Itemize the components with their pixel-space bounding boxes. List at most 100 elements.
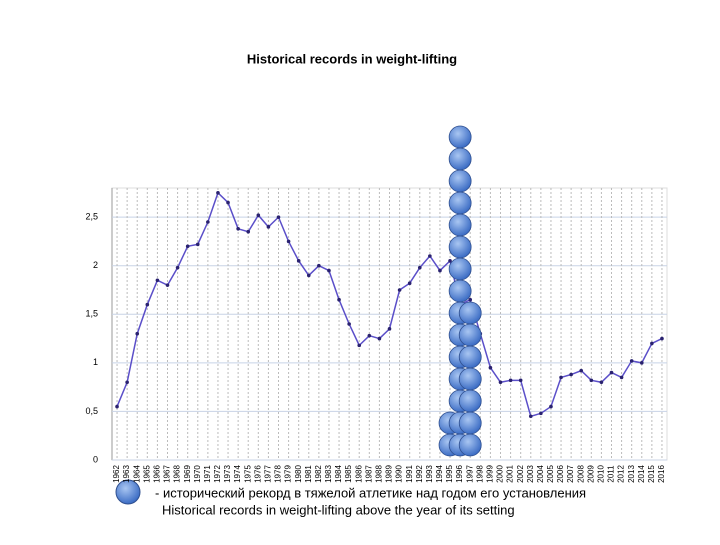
x-tick-label: 1981 bbox=[304, 465, 313, 483]
x-tick-label: 2012 bbox=[617, 465, 626, 483]
x-tick-label: 1976 bbox=[253, 465, 262, 483]
data-point bbox=[377, 336, 382, 341]
x-tick-label: 1992 bbox=[415, 465, 424, 483]
x-tick-label: 2010 bbox=[597, 465, 606, 483]
data-point bbox=[397, 288, 402, 292]
x-tick-label: 2009 bbox=[586, 465, 595, 483]
record-marker bbox=[458, 411, 482, 435]
data-point bbox=[468, 297, 473, 302]
data-point bbox=[660, 336, 664, 341]
data-point bbox=[650, 341, 654, 346]
y-tick-label: 1 bbox=[93, 357, 98, 367]
data-point bbox=[569, 372, 573, 377]
data-point bbox=[337, 297, 341, 302]
x-tick-label: 2003 bbox=[526, 465, 535, 483]
x-tick-label: 2008 bbox=[576, 465, 585, 483]
data-point bbox=[135, 331, 140, 336]
data-point bbox=[549, 404, 553, 409]
x-tick-label: 1995 bbox=[445, 465, 454, 483]
data-point bbox=[579, 368, 584, 373]
y-tick-label: 2 bbox=[93, 260, 98, 270]
x-tick-label: 1970 bbox=[193, 465, 202, 483]
x-tick-label: 1967 bbox=[163, 465, 172, 483]
x-tick-label: 1998 bbox=[475, 465, 484, 483]
legend-marker bbox=[115, 479, 141, 505]
x-tick-label: 1996 bbox=[455, 465, 464, 483]
data-point bbox=[559, 375, 563, 380]
data-point bbox=[357, 343, 362, 348]
data-point bbox=[256, 213, 261, 217]
record-marker bbox=[448, 257, 472, 281]
x-tick-label: 1973 bbox=[223, 465, 232, 483]
record-marker bbox=[458, 323, 482, 347]
data-point bbox=[629, 359, 634, 363]
data-point bbox=[428, 254, 432, 258]
record-marker bbox=[458, 433, 482, 457]
x-tick-label: 1972 bbox=[213, 465, 222, 483]
legend-text: - исторический рекорд в тяжелой атлетике… bbox=[155, 485, 586, 500]
data-point bbox=[155, 278, 160, 283]
x-tick-label: 1984 bbox=[334, 465, 343, 483]
x-tick-label: 1989 bbox=[385, 465, 394, 483]
x-tick-label: 1979 bbox=[284, 465, 293, 483]
x-tick-label: 1983 bbox=[324, 465, 333, 483]
record-marker bbox=[448, 279, 472, 303]
data-point bbox=[387, 327, 392, 331]
x-tick-label: 1993 bbox=[425, 465, 434, 483]
record-marker bbox=[448, 147, 472, 171]
data-point bbox=[488, 365, 493, 370]
x-tick-label: 1966 bbox=[153, 465, 162, 483]
x-tick-label: 1971 bbox=[203, 465, 212, 483]
x-tick-label: 2013 bbox=[627, 465, 636, 483]
data-point bbox=[528, 414, 533, 419]
x-tick-label: 1982 bbox=[314, 465, 323, 483]
record-marker bbox=[448, 169, 472, 193]
x-tick-label: 1994 bbox=[435, 465, 444, 483]
x-tick-label: 2007 bbox=[566, 465, 575, 483]
x-tick-label: 2006 bbox=[556, 465, 565, 483]
x-tick-label: 1997 bbox=[465, 465, 474, 483]
data-point bbox=[236, 227, 240, 231]
data-point bbox=[306, 273, 311, 278]
data-point bbox=[185, 244, 190, 249]
data-point bbox=[327, 268, 331, 273]
data-point bbox=[115, 404, 119, 409]
y-tick-label: 1,5 bbox=[85, 309, 98, 319]
data-point bbox=[266, 225, 271, 229]
record-marker bbox=[448, 213, 472, 237]
x-tick-label: 1969 bbox=[183, 465, 192, 483]
data-point bbox=[175, 265, 180, 270]
data-point bbox=[286, 239, 291, 244]
data-point bbox=[165, 283, 170, 287]
x-tick-label: 1965 bbox=[142, 465, 151, 483]
data-point bbox=[438, 268, 442, 273]
x-tick-label: 2014 bbox=[637, 465, 646, 483]
data-point bbox=[417, 265, 422, 270]
data-point bbox=[226, 200, 230, 205]
record-marker bbox=[458, 345, 482, 369]
data-point bbox=[609, 370, 614, 375]
x-tick-label: 1980 bbox=[294, 465, 303, 483]
x-tick-label: 2011 bbox=[607, 465, 616, 483]
data-point bbox=[296, 259, 301, 263]
record-marker bbox=[448, 191, 472, 215]
x-tick-label: 1985 bbox=[344, 465, 353, 483]
data-point bbox=[125, 380, 129, 385]
x-tick-label: 2015 bbox=[647, 465, 656, 483]
record-marker bbox=[448, 125, 472, 149]
x-tick-label: 1978 bbox=[274, 465, 283, 483]
data-point bbox=[246, 229, 251, 234]
data-point bbox=[317, 263, 321, 268]
data-point bbox=[407, 281, 412, 286]
y-tick-label: 0 bbox=[93, 454, 98, 464]
x-tick-label: 1968 bbox=[173, 465, 182, 483]
y-tick-label: 0,5 bbox=[85, 406, 98, 416]
data-point bbox=[276, 215, 281, 219]
x-tick-label: 1975 bbox=[243, 465, 252, 483]
data-point bbox=[448, 259, 452, 263]
x-tick-label: 2005 bbox=[546, 465, 555, 483]
data-point bbox=[589, 378, 594, 383]
x-tick-label: 1999 bbox=[486, 465, 495, 483]
y-tick-label: 2,5 bbox=[85, 212, 98, 222]
